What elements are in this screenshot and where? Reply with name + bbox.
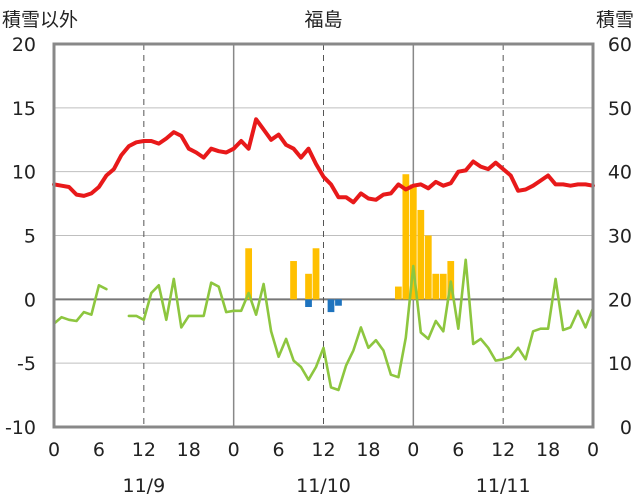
x-tick-label: 12 (132, 439, 156, 461)
precip-bar (402, 174, 410, 300)
right-tick-label: 20 (608, 289, 632, 311)
grid-layer (54, 44, 593, 427)
x-tick-label: 18 (536, 439, 560, 461)
bar-layer (245, 174, 455, 313)
precip-bar (305, 273, 312, 300)
precip-bar (424, 235, 432, 300)
x-tick-label: 0 (587, 439, 599, 461)
precip-bar (417, 209, 425, 300)
x-tick-label: 6 (273, 439, 285, 461)
left-tick-label: 15 (12, 98, 36, 120)
plot-frame (52, 42, 595, 429)
x-tick-label: 0 (407, 439, 419, 461)
snowfall-bar (335, 299, 342, 306)
x-tick-label: 12 (311, 439, 335, 461)
precip-bar (439, 273, 447, 300)
left-tick-label: 0 (24, 289, 36, 311)
precip-bar (447, 261, 455, 300)
precip-bar (394, 286, 402, 300)
temperature-line (52, 117, 595, 205)
date-label: 11/10 (296, 475, 351, 497)
precip-bar (312, 248, 320, 300)
x-tick-label: 6 (93, 439, 105, 461)
x-tick-label: 0 (48, 439, 60, 461)
precip-bar (290, 261, 297, 300)
chart-title: 福島 (304, 9, 342, 31)
snowfall-bar (305, 299, 312, 307)
x-tick-label: 18 (356, 439, 380, 461)
green-line (127, 258, 595, 392)
precip-bar (409, 184, 417, 300)
date-label: 11/11 (476, 475, 531, 497)
right-tick-label: 60 (608, 34, 632, 56)
right-tick-label: 30 (608, 226, 632, 248)
x-tick-label: 6 (452, 439, 464, 461)
right-tick-label: 40 (608, 162, 632, 184)
x-tick-label: 18 (177, 439, 201, 461)
left-tick-label: 5 (24, 226, 36, 248)
x-tick-label: 0 (228, 439, 240, 461)
left-tick-label: 20 (12, 34, 36, 56)
right-axis-label: 積雪 (596, 9, 634, 31)
right-tick-label: 0 (620, 417, 632, 439)
left-tick-label: 10 (12, 162, 36, 184)
green-line (52, 283, 108, 325)
left-tick-label: -10 (5, 417, 36, 439)
left-axis-label: 積雪以外 (2, 9, 78, 31)
right-tick-label: 50 (608, 98, 632, 120)
precip-bar (432, 273, 440, 300)
date-label: 11/9 (122, 475, 165, 497)
x-tick-label: 12 (491, 439, 515, 461)
snowfall-bar (327, 299, 335, 313)
right-tick-label: 10 (608, 353, 632, 375)
precip-bar (245, 248, 253, 300)
left-tick-label: -5 (17, 353, 36, 375)
